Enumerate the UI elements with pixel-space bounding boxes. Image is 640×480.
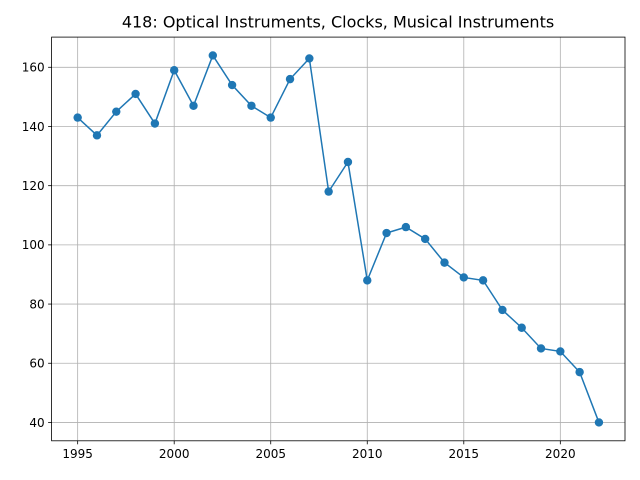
data-point — [382, 228, 391, 238]
x-tick-label: 2015 — [449, 447, 480, 461]
chart-title: 418: Optical Instruments, Clocks, Musica… — [122, 13, 554, 32]
data-point — [343, 157, 353, 167]
data-point — [169, 66, 179, 75]
data-point — [324, 187, 333, 196]
data-point — [92, 131, 102, 140]
y-tick-label: 120 — [22, 179, 45, 193]
x-tick-label: 2000 — [159, 447, 190, 461]
x-tick-label: 2020 — [545, 447, 576, 461]
data-point — [594, 418, 604, 427]
data-point — [536, 344, 546, 353]
data-point — [440, 258, 449, 267]
data-point — [131, 89, 140, 99]
data-point — [420, 234, 430, 244]
data-point — [112, 107, 121, 116]
y-tick-label: 80 — [29, 297, 44, 311]
y-tick-label: 100 — [22, 238, 45, 252]
data-point — [266, 113, 275, 122]
series-line — [77, 53, 600, 423]
data-point — [478, 276, 488, 285]
y-tick-label: 160 — [22, 61, 45, 75]
data-point — [285, 74, 295, 84]
data-point — [401, 222, 411, 232]
data-point — [459, 273, 468, 282]
axes-frame — [51, 36, 626, 442]
data-point — [517, 323, 526, 332]
ticks: 1995 2000 2005 2010 2015 2020 40 60 80 100 120 140 1… — [22, 61, 576, 461]
data-point — [247, 101, 256, 110]
data-point — [150, 119, 160, 128]
x-tick-label: 2005 — [255, 447, 286, 461]
y-tick-label: 140 — [22, 120, 45, 134]
data-point — [208, 51, 218, 60]
data-point — [498, 305, 507, 315]
x-tick-label: 1995 — [62, 447, 93, 461]
data-point — [227, 80, 237, 90]
series-layer — [73, 51, 604, 427]
data-point — [73, 113, 82, 122]
grid — [51, 37, 625, 441]
x-tick-label: 2010 — [352, 447, 383, 461]
data-point — [363, 276, 372, 285]
y-tick-label: 40 — [29, 416, 44, 430]
data-point — [556, 347, 565, 356]
data-point — [305, 54, 314, 63]
data-point — [189, 101, 198, 110]
y-tick-label: 60 — [29, 357, 44, 371]
data-point — [575, 367, 584, 377]
